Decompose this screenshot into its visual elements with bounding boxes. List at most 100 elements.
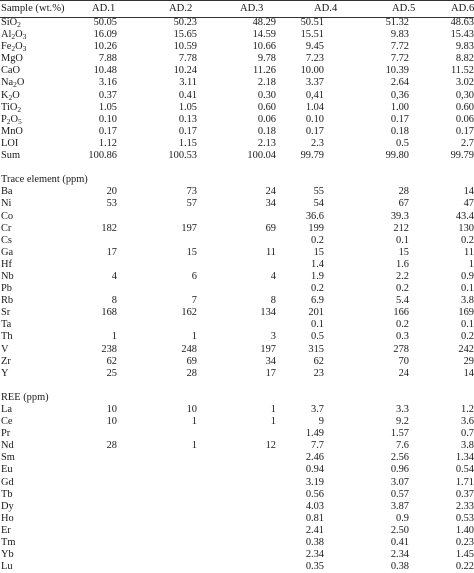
table-row: Sr 168 162 134 201 166 169 [0, 307, 474, 319]
table-row: MgO 7.88 7.78 9.78 7.23 7.72 8.82 [0, 53, 474, 65]
cell-ad4: 0.56 [305, 488, 324, 500]
cell-ad5: 0.1 [396, 234, 409, 246]
cell-ad2: 7.78 [178, 53, 197, 65]
cell-ad2: 10.24 [173, 65, 197, 77]
cell-ad2: 3.11 [179, 77, 197, 89]
row-label: Sm [1, 452, 15, 464]
cell-ad6: 11.52 [451, 65, 474, 77]
cell-ad6: 0.2 [461, 331, 474, 343]
row-label: V [1, 343, 9, 355]
header-sample: Sample (wt.%) [1, 3, 65, 14]
cell-ad3: 0.30 [257, 89, 276, 101]
row-label: Fe2O3 [1, 41, 27, 54]
cell-ad5: 0.18 [390, 125, 409, 137]
row-label: Y [1, 367, 9, 379]
table-row: Gd 3.19 3.07 1.71 [0, 477, 474, 489]
cell-ad2: 100.53 [168, 150, 197, 162]
major-elements: SiO2 50.05 50.23 48.29 50.51 51.32 48.63 Al2O3 1… [0, 17, 474, 162]
cell-ad3: 17 [265, 367, 276, 379]
row-label: Ga [1, 246, 14, 258]
cell-ad5: 1.00 [390, 101, 409, 113]
cell-ad2: 15 [186, 246, 197, 258]
table-row: Pb 0.2 0.2 0.1 [0, 283, 474, 295]
cell-ad4: 1.49 [305, 428, 324, 440]
cell-ad2: 69 [186, 355, 197, 367]
cell-ad4: 0.5 [311, 331, 324, 343]
table-row: Cs 0.2 0.1 0.2 [0, 235, 474, 247]
cell-ad6: 0.60 [455, 101, 474, 113]
table-row: SiO2 50.05 50.23 48.29 50.51 51.32 48.63 [0, 17, 474, 29]
cell-ad5: 0.38 [390, 561, 409, 573]
row-label: Eu [1, 464, 13, 476]
table-row: Cr 182 197 69 199 212 130 [0, 223, 474, 235]
cell-ad1: 20 [106, 186, 117, 198]
cell-ad4: 4.03 [305, 500, 324, 512]
cell-ad4: 2.34 [305, 549, 324, 561]
cell-ad5: 2.64 [390, 77, 409, 89]
cell-ad1: 100.86 [88, 150, 117, 162]
cell-ad2: 57 [186, 198, 197, 210]
row-label: LOI [1, 137, 19, 149]
trace-heading: Trace element (ppm) [1, 174, 88, 186]
cell-ad5: 0.57 [390, 488, 409, 500]
row-label: MgO [1, 53, 23, 65]
cell-ad5: 0.2 [396, 319, 409, 331]
cell-ad4: 15 [313, 246, 324, 258]
cell-ad6: 0,30 [455, 89, 474, 101]
cell-ad1: 1 [111, 331, 117, 343]
cell-ad3: 0.18 [257, 125, 276, 137]
ree-heading-row: REE (ppm) [0, 392, 474, 404]
table-row: K2O 0.37 0.41 0.30 0,41 0,36 0,30 [0, 90, 474, 102]
cell-ad4: 23 [313, 367, 324, 379]
cell-ad5: 7.72 [390, 53, 409, 65]
header-rule [0, 17, 474, 18]
cell-ad4: 55 [313, 186, 324, 198]
row-label: Cr [1, 222, 12, 234]
cell-ad5: 166 [393, 307, 409, 319]
cell-ad5: 0.9 [396, 512, 409, 524]
cell-ad5: 67 [398, 198, 409, 210]
cell-ad1: 0.37 [98, 89, 117, 101]
cell-ad4: 0.94 [305, 464, 324, 476]
trace-elements: Ba 20 73 24 55 28 14 Ni 53 57 34 54 67 47 Co 36.6 39.3 43… [0, 186, 474, 380]
cell-ad4: 0.35 [305, 561, 324, 573]
cell-ad6: 1.34 [455, 452, 474, 464]
row-label: K2O [1, 89, 20, 102]
table-row: Lu 0.35 0.38 0.22 [0, 561, 474, 573]
table-row: TiO2 1.05 1.05 0.60 1.04 1.00 0.60 [0, 102, 474, 114]
cell-ad6: 1 [468, 258, 474, 270]
cell-ad1: 168 [101, 307, 117, 319]
cell-ad5: 2.34 [390, 549, 409, 561]
cell-ad2: 15.65 [173, 29, 197, 41]
ree-elements: La 10 10 1 3.7 3.3 1.2 Ce 10 1 1 9 9.2 3.6 Pr 1.49 1.57 0… [0, 404, 474, 573]
table-row: La 10 10 1 3.7 3.3 1.2 [0, 404, 474, 416]
cell-ad4: 0.17 [305, 125, 324, 137]
trace-heading-row: Trace element (ppm) [0, 174, 474, 186]
cell-ad3: 0.60 [257, 101, 276, 113]
cell-ad1: 10.26 [93, 41, 117, 53]
cell-ad1: 0.17 [98, 125, 117, 137]
table-row: Er 2.41 2.50 1.40 [0, 525, 474, 537]
cell-ad6: 9.83 [455, 41, 474, 53]
cell-ad5: 24 [398, 367, 409, 379]
cell-ad6: 0.1 [461, 283, 474, 295]
row-label: TiO2 [1, 101, 22, 114]
cell-ad3: 8 [270, 295, 276, 307]
cell-ad1: 8 [111, 295, 117, 307]
cell-ad5: 2.2 [396, 270, 409, 282]
cell-ad6: 47 [463, 198, 474, 210]
cell-ad4: 0.1 [311, 319, 324, 331]
cell-ad6: 3.8 [461, 440, 474, 452]
cell-ad6: 43.4 [455, 210, 474, 222]
cell-ad4: 6.9 [311, 295, 324, 307]
row-label: La [1, 404, 12, 415]
cell-ad2: 1 [191, 331, 197, 343]
cell-ad3: 2.18 [257, 77, 276, 89]
spacer [0, 380, 474, 392]
table-row: Dy 4.03 3.87 2.33 [0, 501, 474, 513]
table-row: Zr 62 69 34 62 70 29 [0, 356, 474, 368]
table-row: Ce 10 1 1 9 9.2 3.6 [0, 416, 474, 428]
cell-ad4: 0.81 [305, 512, 324, 524]
cell-ad5: 0.17 [390, 113, 409, 125]
row-label: SiO2 [1, 17, 21, 29]
